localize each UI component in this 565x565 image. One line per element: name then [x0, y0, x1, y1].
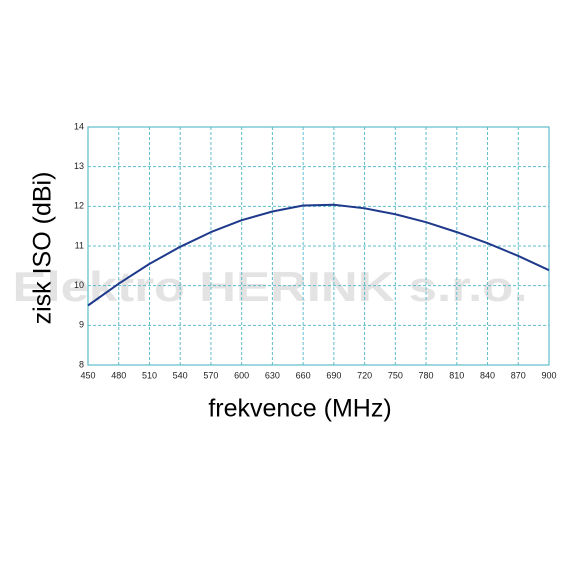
y-tick-label: 12: [74, 201, 84, 211]
x-tick-label: 480: [111, 370, 126, 380]
x-tick-label: 690: [326, 370, 341, 380]
y-tick-label: 14: [74, 121, 84, 131]
x-tick-label: 750: [388, 370, 403, 380]
x-tick-label: 660: [296, 370, 311, 380]
x-axis-label: frekvence (MHz): [208, 395, 391, 423]
data-line: [87, 203, 550, 307]
watermark: Elektro HERINK s.r.o.: [13, 263, 528, 310]
y-tick-label: 11: [75, 240, 84, 250]
y-tick-label: 8: [79, 359, 84, 369]
x-tick-label: 780: [419, 370, 434, 380]
x-tick-label: 540: [173, 370, 188, 380]
x-tick-label: 720: [357, 370, 372, 380]
plot-border: [87, 126, 550, 366]
x-tick-label: 870: [511, 370, 526, 380]
y-tick-label: 13: [74, 161, 84, 171]
x-tick-label: 570: [203, 370, 218, 380]
x-tick-label: 810: [449, 370, 464, 380]
y-axis-label: zisk ISO (dBi): [29, 172, 57, 325]
x-tick-label: 510: [142, 370, 157, 380]
x-tick-label: 900: [541, 370, 556, 380]
x-tick-label: 630: [265, 370, 280, 380]
y-tick-label: 9: [79, 320, 84, 330]
y-tick-label: 10: [74, 280, 84, 290]
x-tick-label: 450: [80, 370, 95, 380]
x-tick-label: 600: [234, 370, 249, 380]
x-tick-label: 840: [480, 370, 495, 380]
